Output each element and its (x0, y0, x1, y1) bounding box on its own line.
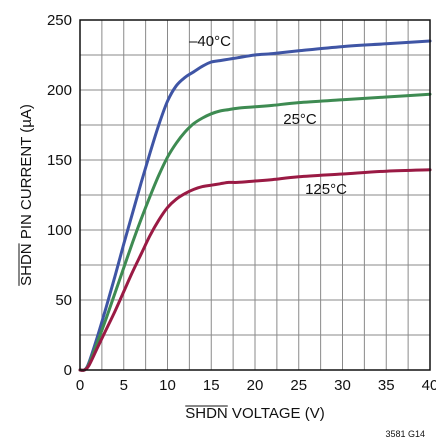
x-axis-label-rest: VOLTAGE (V) (228, 405, 325, 422)
curve-label-minus40c: –40°C (189, 33, 231, 50)
x-tick-label: 30 (334, 377, 351, 394)
y-tick-label: 150 (47, 152, 72, 169)
svg-text:SHDN PIN CURRENT (µA): SHDN PIN CURRENT (µA) (18, 104, 35, 286)
x-tick-label: 35 (378, 377, 395, 394)
series-line-25c (78, 92, 432, 372)
curve-labels: –40°C 25°C 125°C (189, 33, 347, 198)
curve-label-125c: 125°C (305, 181, 347, 198)
y-axis-label-rest: PIN CURRENT (µA) (18, 104, 35, 243)
x-tick-label: 10 (159, 377, 176, 394)
x-axis-label: SHDN VOLTAGE (V) (185, 405, 325, 422)
y-tick-label: 100 (47, 222, 72, 239)
x-axis-label-overline-part: SHDN (185, 405, 228, 422)
x-tick-label: 15 (203, 377, 220, 394)
series-line-125c (78, 168, 432, 372)
y-tick-label: 0 (64, 362, 72, 379)
y-tick-label: 50 (55, 292, 72, 309)
series-lines (78, 39, 432, 373)
x-tick-label: 25 (290, 377, 307, 394)
x-tick-label: 5 (120, 377, 128, 394)
y-tick-label: 250 (47, 12, 72, 29)
svg-text:SHDN VOLTAGE (V): SHDN VOLTAGE (V) (185, 405, 324, 422)
y-axis-label-overline-part: SHDN (18, 243, 35, 286)
plot-frame (79, 19, 431, 371)
y-tick-label: 200 (47, 82, 72, 99)
curve-label-25c: 25°C (283, 111, 317, 128)
x-tick-label: 0 (76, 377, 84, 394)
grid-lines (80, 20, 430, 370)
x-tick-labels: 0 5 10 15 20 25 30 35 40 (76, 377, 436, 394)
x-tick-label: 20 (247, 377, 264, 394)
y-tick-labels: 0 50 100 150 200 250 (47, 12, 72, 379)
y-axis-label: SHDN PIN CURRENT (µA) (18, 104, 35, 286)
x-tick-label: 40 (422, 377, 436, 394)
figure-code: 3581 G14 (385, 429, 425, 439)
series-line-minus40c (78, 39, 432, 373)
